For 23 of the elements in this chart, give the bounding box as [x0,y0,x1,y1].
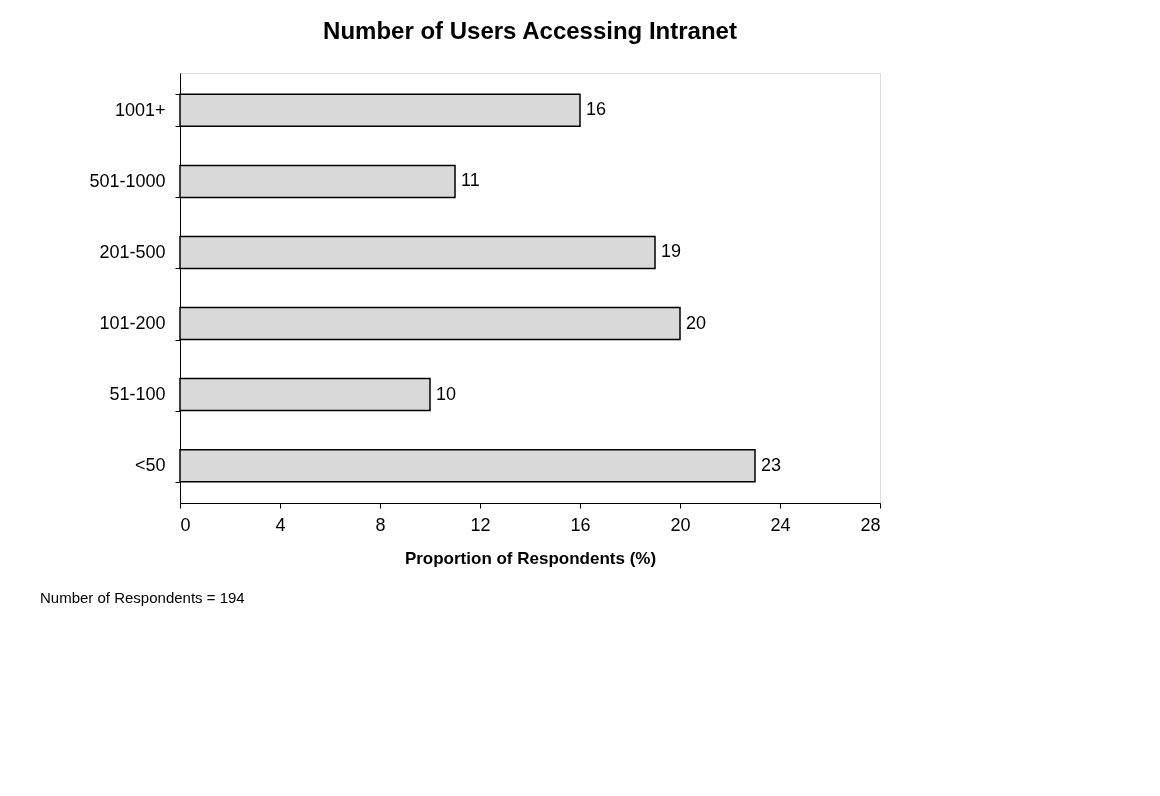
text: Number of Respondents = 194 [40,589,245,606]
y-tick-label: <50 [134,455,166,476]
data-label: 20 [686,312,707,333]
x-tick-label: 8 [375,514,386,535]
x-tick-label: 12 [470,514,491,535]
y-tick-label: 1001+ [114,99,166,120]
y-tick-label: 101-200 [99,313,166,334]
x-tick-label: 16 [570,514,591,535]
x-axis-title: Proportion of Respondents (%) [404,548,657,568]
y-tick-label: 501-1000 [89,170,166,191]
data-label: 23 [761,454,782,475]
data-label: 10 [436,383,457,404]
chart-title: Number of Users Accessing Intranet [323,17,737,44]
x-tick-label: 28 [860,514,881,535]
data-label: 16 [586,99,607,120]
x-tick-label: 24 [770,514,791,535]
y-tick-label: 201-500 [99,241,166,262]
x-tick-label: 4 [275,514,286,535]
data-label: 11 [461,170,480,191]
x-tick-label: 0 [180,514,191,535]
x-tick-label: 20 [670,514,691,535]
data-label: 19 [661,241,682,262]
y-tick-label: 51-100 [109,384,166,405]
